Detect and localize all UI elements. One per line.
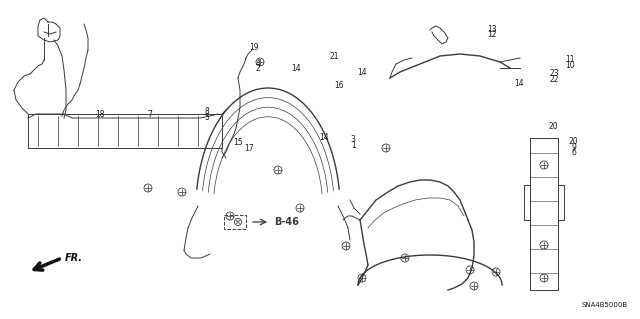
Text: 12: 12 — [488, 30, 497, 39]
Text: B-46: B-46 — [274, 217, 299, 227]
Text: 9: 9 — [572, 143, 577, 152]
Text: 8: 8 — [205, 108, 209, 116]
Text: 20: 20 — [568, 137, 578, 146]
Text: 23: 23 — [549, 69, 559, 78]
Text: 14: 14 — [357, 68, 367, 77]
Text: 22: 22 — [549, 75, 559, 84]
Text: 14: 14 — [319, 133, 328, 142]
Text: 19: 19 — [250, 43, 259, 52]
Text: 10: 10 — [565, 61, 575, 70]
Text: 7: 7 — [147, 110, 152, 119]
Text: 21: 21 — [330, 52, 339, 61]
Text: 17: 17 — [244, 144, 254, 153]
Text: 16: 16 — [334, 81, 344, 90]
Text: 15: 15 — [234, 138, 243, 147]
Text: 3: 3 — [351, 135, 356, 144]
Text: 14: 14 — [291, 64, 301, 73]
Text: SNA4B5000B: SNA4B5000B — [582, 302, 628, 308]
Text: 11: 11 — [565, 56, 575, 64]
Text: 5: 5 — [205, 113, 210, 122]
Text: 13: 13 — [488, 25, 497, 33]
Text: 2: 2 — [256, 64, 260, 73]
Text: 14: 14 — [514, 79, 524, 88]
Text: 6: 6 — [572, 148, 577, 157]
Text: 1: 1 — [351, 141, 355, 150]
Text: 20: 20 — [548, 122, 558, 130]
Text: 18: 18 — [95, 110, 104, 119]
Text: FR.: FR. — [65, 253, 83, 263]
Text: 4: 4 — [256, 59, 261, 68]
Bar — [224, 215, 246, 229]
